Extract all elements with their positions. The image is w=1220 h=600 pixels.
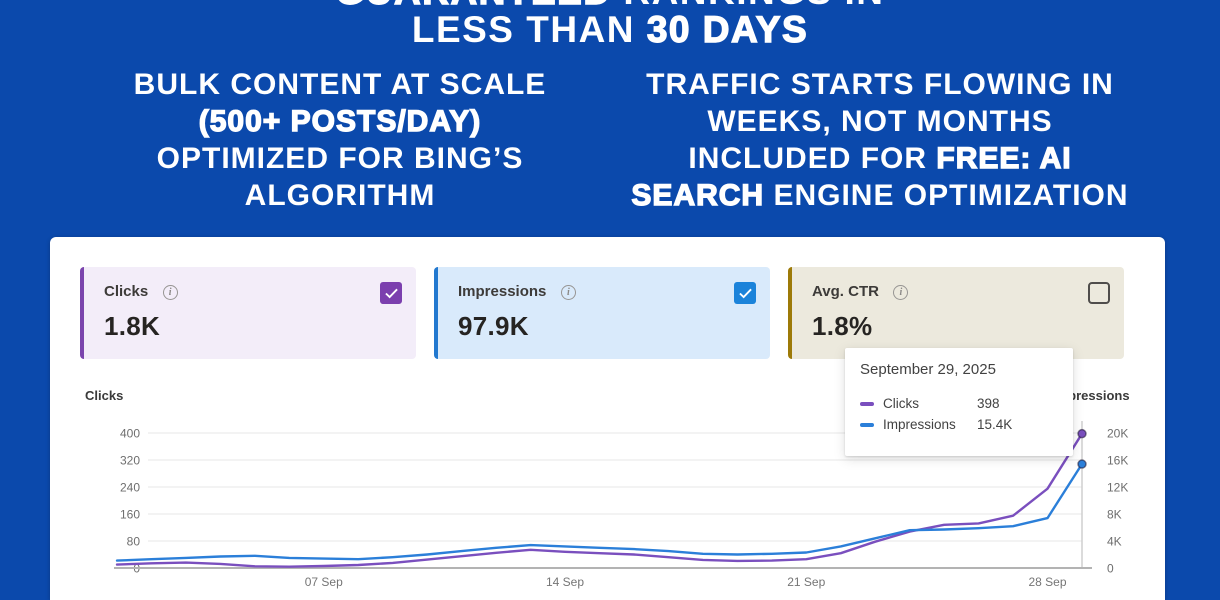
tooltip-row-value: 398	[977, 396, 1000, 411]
right-axis-tick: 12K	[1107, 481, 1128, 495]
tooltip-row-clicks: Clicks 398	[860, 393, 1058, 414]
metric-value: 97.9K	[458, 311, 529, 341]
right-col-line-3-rest: INCLUDED FOR	[688, 142, 937, 175]
left-col-line-1: BULK CONTENT AT SCALE	[133, 68, 547, 101]
x-axis-tick: 28 Sep	[1029, 575, 1067, 589]
left-axis-tick: 240	[120, 481, 140, 495]
x-axis-tick: 21 Sep	[787, 575, 825, 589]
tooltip-rows: Clicks 398 Impressions 15.4K	[860, 393, 1058, 435]
metric-card-avg-ctr[interactable]: Avg. CTR i 1.8%	[788, 267, 1124, 359]
left-axis-tick: 400	[120, 427, 140, 441]
impressions-end-dot[interactable]	[1077, 459, 1087, 469]
info-icon[interactable]: i	[560, 285, 576, 300]
tooltip-date: September 29, 2025	[860, 361, 996, 378]
info-icon[interactable]: i	[893, 285, 909, 300]
tooltip-row-value: 15.4K	[977, 417, 1013, 432]
left-col-line-3: OPTIMIZED FOR BING’S	[156, 142, 524, 175]
right-col-line-4: SEARCH ENGINE OPTIMIZATION	[600, 177, 1160, 214]
tooltip-row-label: Impressions	[883, 417, 956, 432]
left-axis-tick: 160	[120, 508, 140, 522]
right-axis-tick: 16K	[1107, 454, 1128, 468]
tooltip-row-label: Clicks	[883, 396, 919, 411]
x-axis-tick: 14 Sep	[546, 575, 584, 589]
checkmark-icon	[384, 288, 398, 298]
hero-line-2: LESS THAN 30 DAYS	[0, 8, 1220, 51]
right-col-line-2: WEEKS, NOT MONTHS	[707, 105, 1053, 138]
right-col-line-3: INCLUDED FOR FREE: AI	[600, 140, 1160, 177]
left-axis-tick: 320	[120, 454, 140, 468]
right-col-line-4-rest: ENGINE OPTIMIZATION	[764, 179, 1129, 212]
right-axis-tick: 4K	[1107, 535, 1122, 549]
left-col-line-2: (500+ POSTS/DAY)	[198, 104, 482, 138]
metric-card-impressions[interactable]: Impressions i 97.9K	[434, 267, 770, 359]
right-axis-tick: 0	[1107, 562, 1114, 576]
hero-line-2-bold: 30 DAYS	[646, 8, 809, 50]
checkmark-icon	[738, 288, 752, 298]
x-axis-tick: 07 Sep	[305, 575, 343, 589]
hero-line-2-rest: LESS THAN	[411, 9, 647, 50]
metric-label: Avg. CTR	[812, 283, 879, 300]
metric-label: Impressions	[458, 283, 547, 300]
hero-line-1: GUARANTEED RANKINGS IN	[0, 0, 1220, 13]
metric-value: 1.8K	[104, 311, 161, 341]
hero-left-column: BULK CONTENT AT SCALE (500+ POSTS/DAY) O…	[105, 66, 575, 214]
clicks-checkbox[interactable]	[380, 282, 402, 304]
info-icon[interactable]: i	[162, 285, 178, 300]
impressions-checkbox[interactable]	[734, 282, 756, 304]
metric-card-row: Clicks i 1.8K Impressions i 97.9K Avg. C…	[80, 267, 1124, 359]
right-axis-tick: 20K	[1107, 427, 1128, 441]
clicks-swatch-icon	[860, 401, 874, 406]
analytics-panel: Clicks i 1.8K Impressions i 97.9K Avg. C…	[50, 237, 1165, 600]
left-axis-title: Clicks	[85, 388, 124, 403]
right-col-line-4-bold: SEARCH	[631, 178, 765, 212]
right-col-line-3-bold: FREE: AI	[936, 141, 1072, 175]
hero-right-column: TRAFFIC STARTS FLOWING IN WEEKS, NOT MON…	[600, 66, 1160, 214]
metric-value: 1.8%	[812, 311, 873, 341]
left-col-line-4: ALGORITHM	[244, 179, 436, 212]
chart-tooltip: September 29, 2025 Clicks 398 Impression…	[845, 348, 1073, 456]
impressions-line	[115, 462, 1084, 562]
right-col-line-1: TRAFFIC STARTS FLOWING IN	[646, 68, 1114, 101]
hero-columns: BULK CONTENT AT SCALE (500+ POSTS/DAY) O…	[0, 66, 1220, 214]
avg-ctr-checkbox[interactable]	[1088, 282, 1110, 304]
metric-label: Clicks	[104, 283, 149, 300]
tooltip-row-impressions: Impressions 15.4K	[860, 414, 1058, 435]
hero-line-1-bold: GUARANTEED	[335, 0, 624, 13]
right-axis-tick: 8K	[1107, 508, 1122, 522]
left-axis-tick: 80	[127, 535, 141, 549]
impressions-swatch-icon	[860, 422, 874, 427]
clicks-end-dot[interactable]	[1077, 428, 1087, 439]
hero-line-1-rest: RANKINGS IN	[623, 0, 884, 12]
metric-card-clicks[interactable]: Clicks i 1.8K	[80, 267, 416, 359]
